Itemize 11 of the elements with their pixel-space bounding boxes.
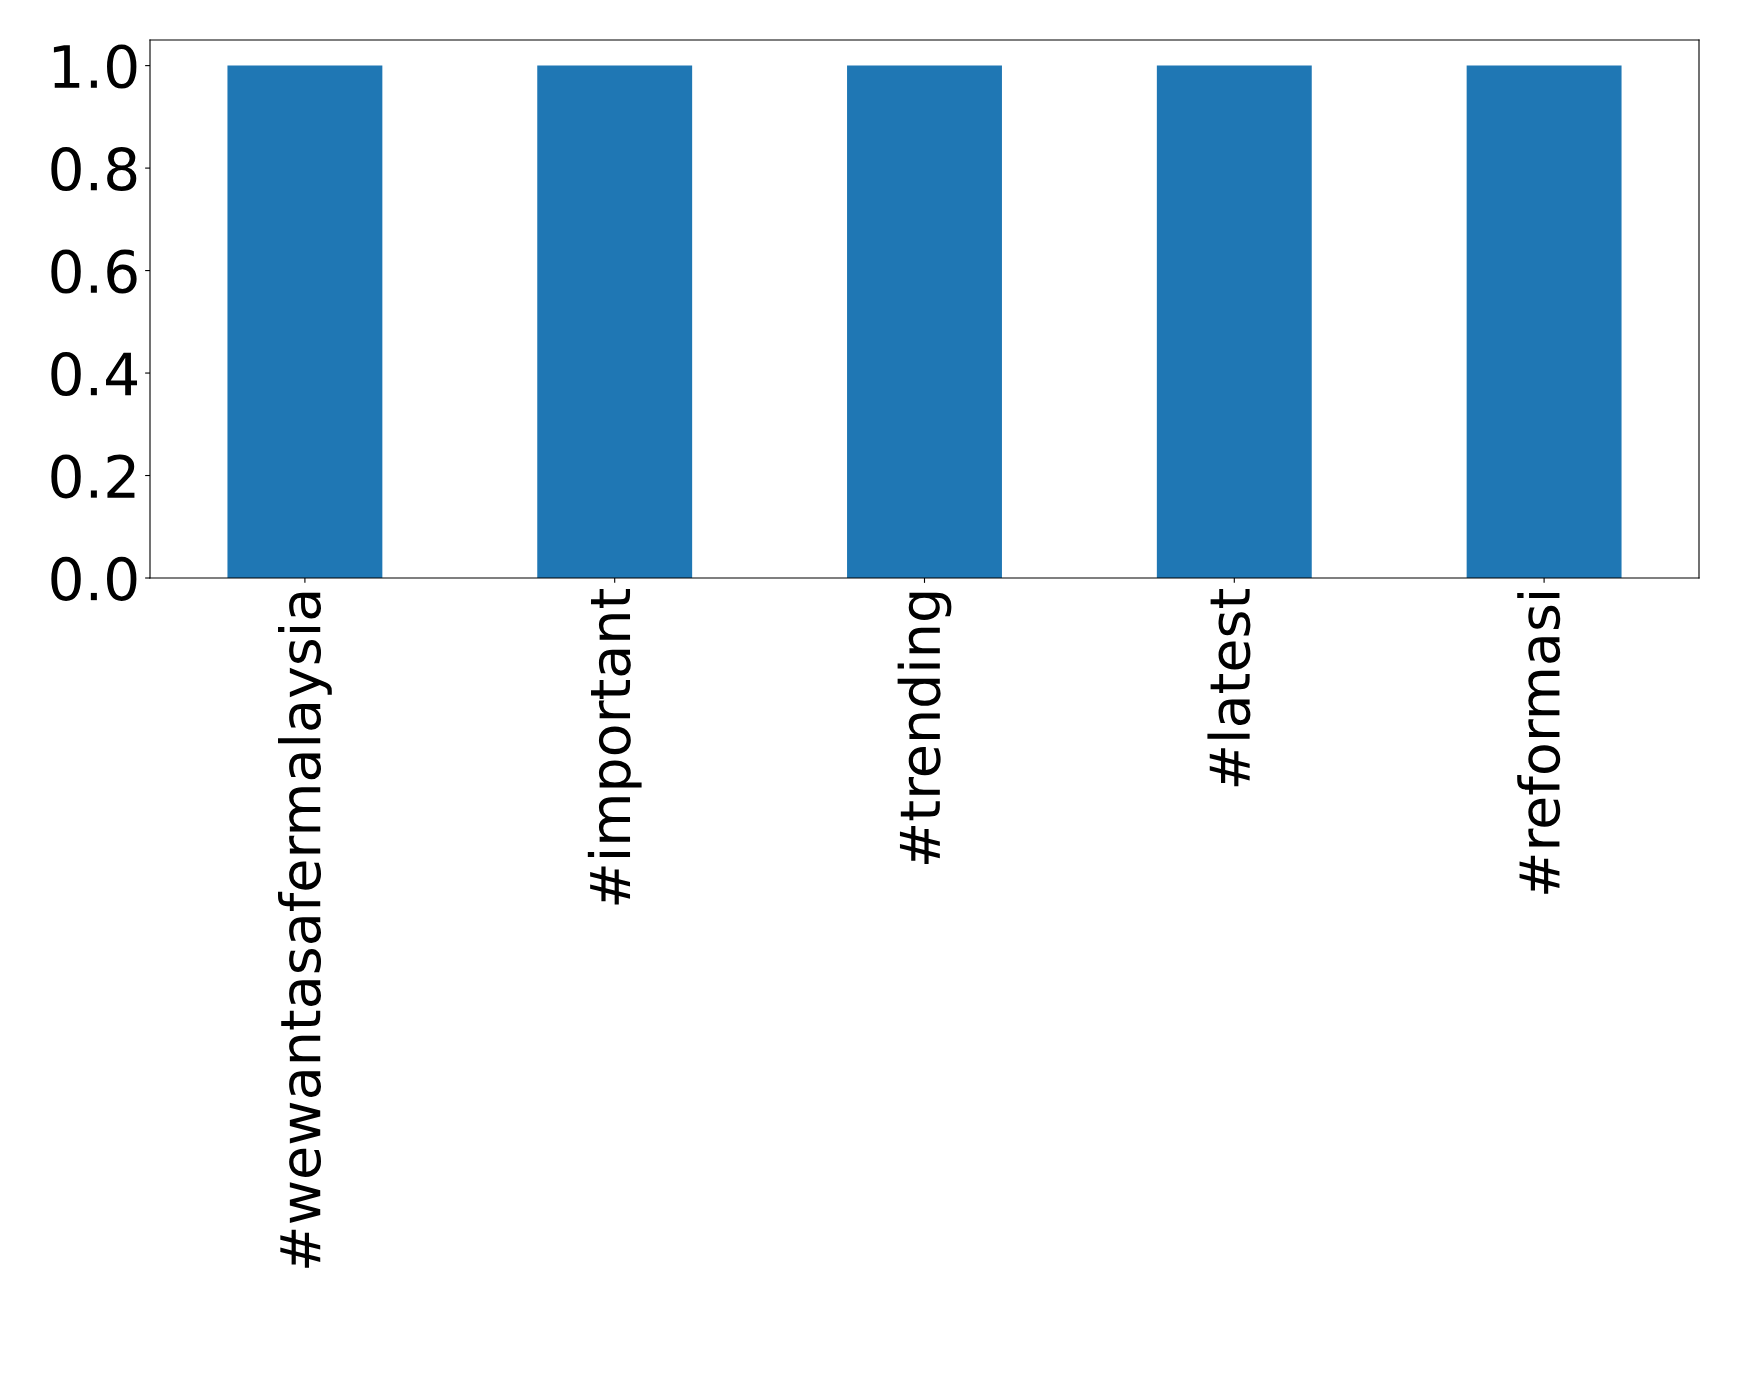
y-tick-label: 0.2 (51, 454, 135, 499)
y-tick-label: 1.0 (53, 44, 137, 89)
x-tick-label: #reformasi (1517, 592, 1561, 894)
x-tick-label: #latest (1207, 589, 1251, 787)
y-tick-label: 0.4 (51, 351, 138, 397)
y-tick-label: 0.8 (51, 146, 137, 192)
y-tick-label: 0.0 (51, 556, 137, 601)
x-tick-label: #trending (897, 592, 952, 864)
x-tick-label: #wewantasafermalaysia (278, 592, 332, 1268)
x-tick-label: #important (587, 589, 642, 905)
y-tick-label: 0.6 (51, 249, 137, 294)
